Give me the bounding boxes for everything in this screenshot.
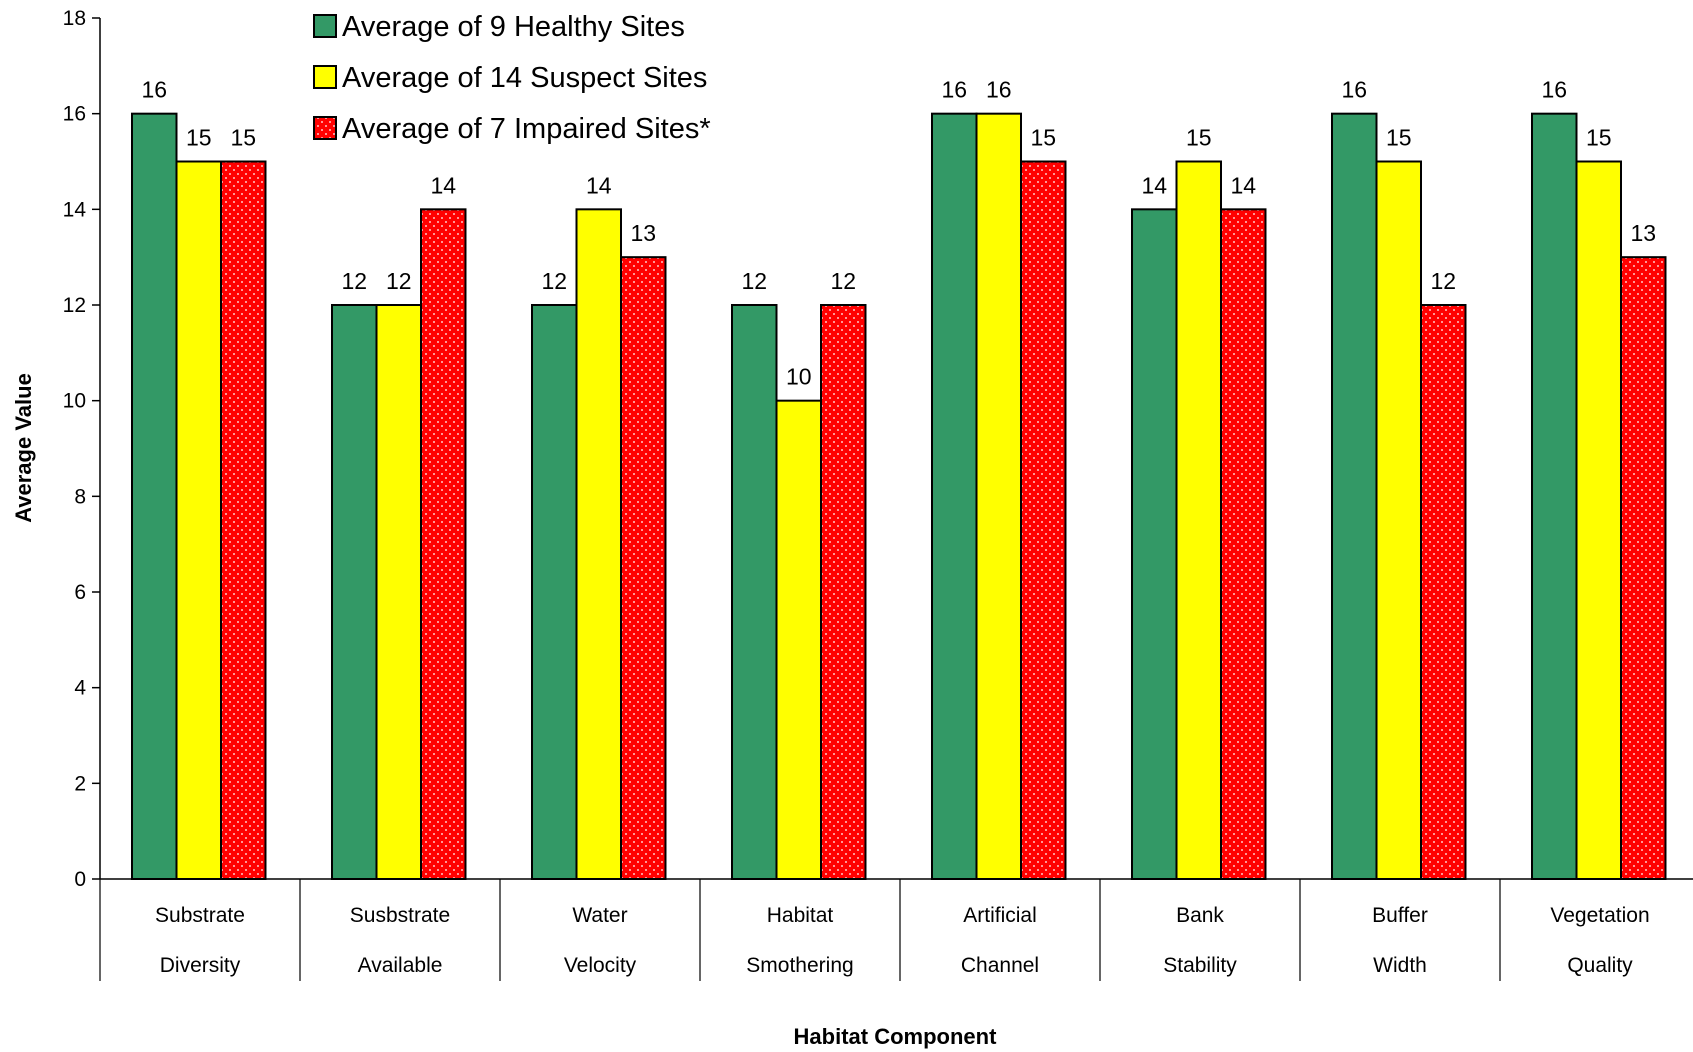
y-tick-label: 18 bbox=[63, 7, 86, 30]
bar bbox=[1331, 112, 1378, 880]
data-label: 13 bbox=[1630, 220, 1656, 246]
data-label: 12 bbox=[541, 268, 567, 294]
y-tick-label: 2 bbox=[74, 772, 86, 795]
data-label: 15 bbox=[1030, 125, 1056, 151]
data-label: 14 bbox=[1141, 172, 1167, 198]
category-label: Channel bbox=[961, 954, 1039, 977]
bar bbox=[1175, 160, 1222, 880]
category-label: Available bbox=[358, 954, 443, 977]
bar bbox=[1420, 304, 1467, 880]
bar bbox=[775, 399, 822, 880]
legend-entry: Average of 7 Impaired Sites* bbox=[342, 113, 711, 145]
bar bbox=[731, 304, 778, 880]
axes: 0 2 4 6 8 10 12 14 16 18 Substrate Diversity Susbstr… bbox=[63, 7, 1693, 981]
legend-entry: Average of 14 Suspect Sites bbox=[342, 62, 707, 94]
data-label: 12 bbox=[1430, 268, 1456, 294]
y-tick-label: 0 bbox=[74, 868, 86, 891]
bar bbox=[420, 208, 467, 881]
category-label: Water bbox=[572, 904, 627, 927]
y-tick-label: 14 bbox=[63, 198, 87, 221]
bar bbox=[375, 304, 422, 880]
bar bbox=[1131, 208, 1178, 881]
bar bbox=[331, 304, 378, 880]
legend-swatch bbox=[313, 116, 337, 140]
bar bbox=[820, 304, 867, 880]
data-label: 10 bbox=[786, 364, 812, 390]
y-axis-title: Average Value bbox=[11, 373, 36, 523]
y-tick-label: 16 bbox=[63, 103, 86, 126]
data-label: 16 bbox=[1541, 77, 1567, 103]
category-label: Vegetation bbox=[1550, 904, 1649, 927]
legend-swatch bbox=[313, 65, 337, 89]
data-label: 15 bbox=[186, 125, 212, 151]
data-label: 14 bbox=[1230, 172, 1256, 198]
data-labels: 16 12 12 12 16 14 16 16 15 12 14 10 16 15 15 15 15 14 13 12… bbox=[141, 77, 1656, 390]
bar bbox=[1620, 256, 1667, 880]
category-label: Quality bbox=[1567, 954, 1633, 977]
legend-swatch bbox=[313, 14, 337, 38]
data-label: 16 bbox=[941, 77, 967, 103]
data-label: 13 bbox=[630, 220, 656, 246]
category-label: Habitat bbox=[767, 904, 834, 927]
category-label: Smothering bbox=[746, 954, 853, 977]
legend-entry: Average of 9 Healthy Sites bbox=[342, 11, 685, 43]
y-tick-label: 8 bbox=[74, 485, 86, 508]
data-label: 16 bbox=[986, 77, 1012, 103]
bar bbox=[1531, 112, 1578, 880]
data-label: 16 bbox=[1341, 77, 1367, 103]
data-label: 12 bbox=[386, 268, 412, 294]
category-label: Stability bbox=[1163, 954, 1237, 977]
bar bbox=[1220, 208, 1267, 881]
category-label: Substrate bbox=[155, 904, 245, 927]
data-label: 15 bbox=[1386, 125, 1412, 151]
bars bbox=[131, 112, 1667, 881]
data-label: 12 bbox=[741, 268, 767, 294]
bar bbox=[175, 160, 222, 880]
category-label: Diversity bbox=[160, 954, 241, 977]
x-axis-title: Habitat Component bbox=[794, 1024, 998, 1049]
bar bbox=[1575, 160, 1622, 880]
y-tick-label: 10 bbox=[63, 390, 86, 413]
category-label: Bank bbox=[1176, 904, 1224, 927]
data-label: 12 bbox=[341, 268, 367, 294]
legend: Average of 9 Healthy Sites Average of 14 … bbox=[313, 11, 711, 145]
bar bbox=[1020, 160, 1067, 880]
data-label: 16 bbox=[141, 77, 167, 103]
category-label: Susbstrate bbox=[350, 904, 450, 927]
data-label: 14 bbox=[430, 172, 456, 198]
bar bbox=[620, 256, 667, 880]
data-label: 14 bbox=[586, 172, 612, 198]
bar bbox=[131, 112, 178, 880]
bar bbox=[220, 160, 267, 880]
bar bbox=[931, 112, 978, 880]
y-tick-label: 4 bbox=[74, 677, 86, 700]
bar bbox=[575, 208, 622, 881]
y-tick-label: 6 bbox=[74, 581, 86, 604]
category-label: Artificial bbox=[963, 904, 1037, 927]
bar bbox=[975, 112, 1022, 880]
data-label: 12 bbox=[830, 268, 856, 294]
category-label: Velocity bbox=[564, 954, 637, 977]
bar bbox=[531, 304, 578, 880]
y-tick-label: 12 bbox=[63, 294, 86, 317]
data-label: 15 bbox=[1186, 125, 1212, 151]
data-label: 15 bbox=[230, 125, 256, 151]
category-label: Width bbox=[1373, 954, 1427, 977]
data-label: 15 bbox=[1586, 125, 1612, 151]
category-label: Buffer bbox=[1372, 904, 1428, 927]
bar bbox=[1375, 160, 1422, 880]
